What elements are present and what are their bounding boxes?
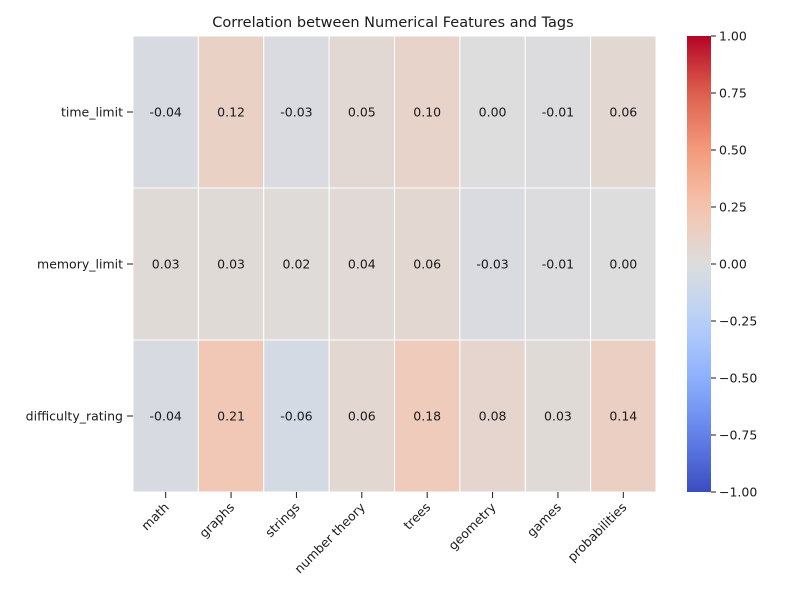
colorbar-tick-label: −1.00 bbox=[719, 485, 757, 500]
colorbar-tick-label: 0.75 bbox=[719, 86, 747, 101]
row-labels: time_limit memory_limit difficulty_rating bbox=[26, 105, 133, 424]
heatmap-cell bbox=[459, 35, 526, 189]
cell-value-label: -0.06 bbox=[280, 409, 312, 424]
heatmap-cell bbox=[328, 339, 395, 493]
colorbar-tick-label: −0.50 bbox=[719, 371, 757, 386]
cell-value-label: -0.01 bbox=[542, 257, 574, 272]
heatmap-cell bbox=[590, 339, 657, 493]
colorbar-gradient bbox=[687, 36, 711, 492]
heatmap-cell bbox=[394, 35, 461, 189]
cell-value-label: 0.03 bbox=[544, 409, 572, 424]
heatmap-cell bbox=[197, 187, 265, 341]
cell-value-label: 0.00 bbox=[479, 105, 507, 120]
cell-value-label: 0.00 bbox=[609, 257, 637, 272]
cell-value-label: 0.21 bbox=[217, 409, 245, 424]
column-label: trees bbox=[400, 500, 433, 533]
heatmap-cell bbox=[524, 187, 592, 341]
cell-value-label: 0.05 bbox=[348, 105, 376, 120]
cell-value-label: -0.04 bbox=[150, 105, 182, 120]
heatmap-cell bbox=[197, 35, 265, 189]
row-label: difficulty_rating bbox=[26, 409, 123, 424]
heatmap-cells: -0.04 0.12 -0.03 0.05 0.10 0.00 -0.01 0.06 0.03 0… bbox=[132, 35, 657, 493]
column-label: graphs bbox=[196, 500, 237, 541]
cell-value-label: 0.04 bbox=[348, 257, 376, 272]
heatmap-cell bbox=[263, 35, 330, 189]
heatmap-cell bbox=[459, 339, 526, 493]
colorbar-tick-label: 0.25 bbox=[719, 200, 747, 215]
column-label: games bbox=[524, 500, 564, 540]
cell-value-label: -0.03 bbox=[476, 257, 508, 272]
heatmap-cell bbox=[263, 339, 330, 493]
cell-value-label: 0.08 bbox=[479, 409, 507, 424]
cell-value-label: 0.14 bbox=[609, 409, 637, 424]
colorbar-tick-label: −0.25 bbox=[719, 314, 757, 329]
column-label: math bbox=[138, 500, 172, 534]
row-label: memory_limit bbox=[37, 257, 123, 272]
cell-value-label: 0.10 bbox=[413, 105, 441, 120]
heatmap-cell bbox=[328, 35, 395, 189]
column-label: number theory bbox=[291, 499, 368, 576]
heatmap-cell bbox=[394, 339, 461, 493]
heatmap-cell bbox=[394, 187, 461, 341]
heatmap-cell bbox=[459, 187, 526, 341]
chart-title: Correlation between Numerical Features a… bbox=[212, 15, 573, 31]
cell-value-label: -0.04 bbox=[150, 409, 182, 424]
cell-value-label: -0.03 bbox=[280, 105, 312, 120]
heatmap-cell bbox=[328, 187, 395, 341]
colorbar-tick-label: −0.75 bbox=[719, 428, 757, 443]
cell-value-label: 0.03 bbox=[152, 257, 180, 272]
cell-value-label: 0.12 bbox=[217, 105, 245, 120]
cell-value-label: 0.06 bbox=[348, 409, 376, 424]
colorbar-tick-label: 0.00 bbox=[719, 257, 747, 272]
colorbar-tick-label: 1.00 bbox=[719, 29, 747, 44]
colorbar: 1.00 0.75 0.50 0.25 0.00 −0.25 −0.50 −0.75 −1.00 bbox=[687, 29, 757, 500]
column-label: probabilities bbox=[564, 500, 629, 565]
heatmap-cell bbox=[524, 339, 592, 493]
colorbar-tick-label: 0.50 bbox=[719, 143, 747, 158]
heatmap-cell bbox=[590, 35, 657, 189]
heatmap-cell bbox=[197, 339, 265, 493]
cell-value-label: 0.06 bbox=[413, 257, 441, 272]
column-label: geometry bbox=[445, 499, 499, 553]
cell-value-label: 0.03 bbox=[217, 257, 245, 272]
column-label: strings bbox=[262, 500, 303, 541]
cell-value-label: -0.01 bbox=[542, 105, 574, 120]
heatmap-cell bbox=[132, 339, 199, 493]
heatmap-cell bbox=[590, 187, 657, 341]
cell-value-label: 0.02 bbox=[283, 257, 311, 272]
row-label: time_limit bbox=[61, 105, 123, 120]
cell-value-label: 0.18 bbox=[413, 409, 441, 424]
heatmap-cell bbox=[132, 35, 199, 189]
cell-value-label: 0.06 bbox=[609, 105, 637, 120]
